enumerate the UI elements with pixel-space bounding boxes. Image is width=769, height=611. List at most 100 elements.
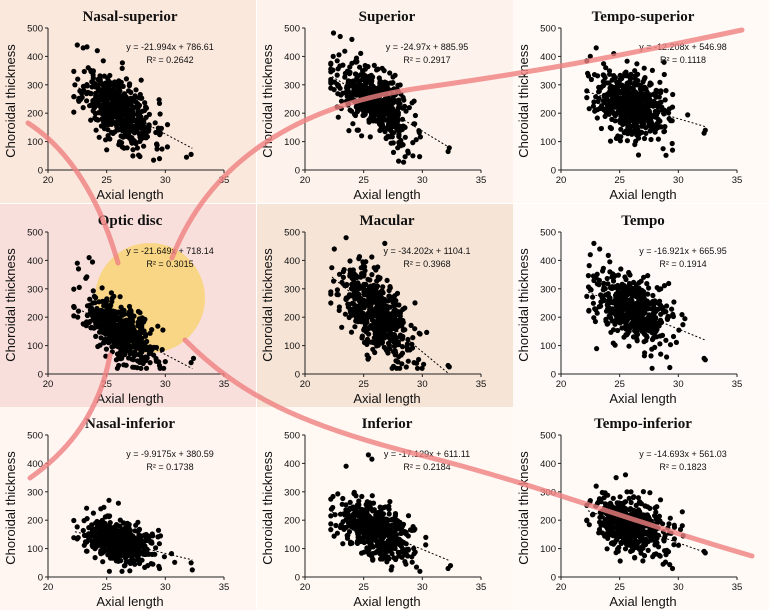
y-axis-label: Choroidal thickness xyxy=(516,247,531,361)
data-point xyxy=(355,498,361,504)
y-tick-label: 400 xyxy=(540,255,556,266)
data-point xyxy=(395,526,401,532)
data-point xyxy=(625,542,631,548)
data-point xyxy=(663,337,669,343)
data-point xyxy=(120,83,126,89)
data-point xyxy=(645,117,651,124)
y-tick-label: 500 xyxy=(27,227,43,238)
data-point xyxy=(660,146,666,152)
data-point xyxy=(592,305,598,311)
data-point xyxy=(411,299,418,305)
data-point xyxy=(653,509,659,515)
data-point xyxy=(390,555,396,561)
data-point xyxy=(327,527,333,533)
data-point xyxy=(409,153,415,159)
data-point xyxy=(119,568,125,574)
data-point xyxy=(107,136,113,142)
data-point xyxy=(343,463,349,469)
data-point xyxy=(149,326,155,332)
data-point xyxy=(386,327,392,334)
data-point xyxy=(388,564,394,570)
data-point xyxy=(607,258,613,264)
data-point xyxy=(365,331,371,337)
data-point xyxy=(619,324,625,331)
data-point xyxy=(339,501,345,507)
data-point xyxy=(397,82,403,88)
scatter-plot: 20 25 30 350100200300400500Nasal-superiory … xyxy=(3,9,229,202)
data-point xyxy=(90,312,96,318)
data-point xyxy=(327,513,333,519)
data-point xyxy=(90,98,96,104)
data-point xyxy=(391,309,397,315)
data-point xyxy=(355,127,361,133)
data-point xyxy=(112,525,118,531)
data-point xyxy=(89,79,95,85)
data-point xyxy=(645,547,651,553)
data-point xyxy=(330,53,336,60)
data-point xyxy=(363,102,369,108)
data-point xyxy=(661,282,668,288)
data-point xyxy=(669,306,675,312)
data-point xyxy=(108,80,114,86)
data-point xyxy=(366,276,372,283)
data-point xyxy=(139,353,145,360)
data-point xyxy=(90,299,96,306)
x-tick-label: 35 xyxy=(219,379,230,390)
data-point xyxy=(380,517,386,523)
data-point xyxy=(416,568,422,574)
data-point xyxy=(71,109,77,115)
data-point xyxy=(134,145,140,151)
x-tick-label: 30 xyxy=(160,582,171,593)
data-point xyxy=(146,123,152,129)
data-point xyxy=(344,68,350,74)
data-point xyxy=(132,561,138,567)
data-point xyxy=(378,295,384,301)
data-point xyxy=(616,84,622,90)
data-point xyxy=(127,313,133,319)
data-point xyxy=(91,104,97,110)
data-point xyxy=(602,285,608,291)
x-tick-label: 25 xyxy=(614,582,625,593)
chart-title: Nasal-superior xyxy=(83,9,178,25)
data-point xyxy=(617,316,623,323)
data-point xyxy=(646,284,652,291)
data-point xyxy=(622,70,628,76)
data-point xyxy=(605,290,611,296)
data-point xyxy=(402,134,408,140)
data-point xyxy=(363,529,369,535)
data-point xyxy=(646,327,653,333)
data-point xyxy=(341,74,347,80)
data-point xyxy=(634,61,640,67)
data-point xyxy=(685,112,691,118)
y-axis-label: Choroidal thickness xyxy=(3,44,18,158)
data-point xyxy=(363,503,370,509)
data-point xyxy=(384,133,390,139)
data-point xyxy=(601,280,607,286)
data-point xyxy=(115,309,121,315)
data-point xyxy=(348,281,354,287)
data-point xyxy=(625,309,631,315)
data-point xyxy=(608,125,614,132)
x-tick-label: 20 xyxy=(299,379,310,390)
data-point xyxy=(125,541,131,548)
data-point xyxy=(106,497,112,503)
data-point xyxy=(144,338,150,344)
x-tick-label: 30 xyxy=(673,379,684,390)
data-point xyxy=(446,145,452,151)
data-point xyxy=(669,140,675,147)
y-tick-label: 0 xyxy=(294,369,299,380)
y-tick-label: 200 xyxy=(27,312,43,323)
data-point xyxy=(612,75,618,81)
data-point xyxy=(671,298,677,305)
data-point xyxy=(75,314,81,320)
data-point xyxy=(334,530,340,536)
data-point xyxy=(402,561,408,567)
y-tick-label: 500 xyxy=(27,431,43,442)
data-point xyxy=(615,327,621,333)
data-point xyxy=(379,339,385,345)
data-point xyxy=(390,149,396,155)
data-point xyxy=(103,538,109,545)
y-tick-label: 100 xyxy=(27,137,43,148)
y-tick-label: 300 xyxy=(540,80,556,91)
